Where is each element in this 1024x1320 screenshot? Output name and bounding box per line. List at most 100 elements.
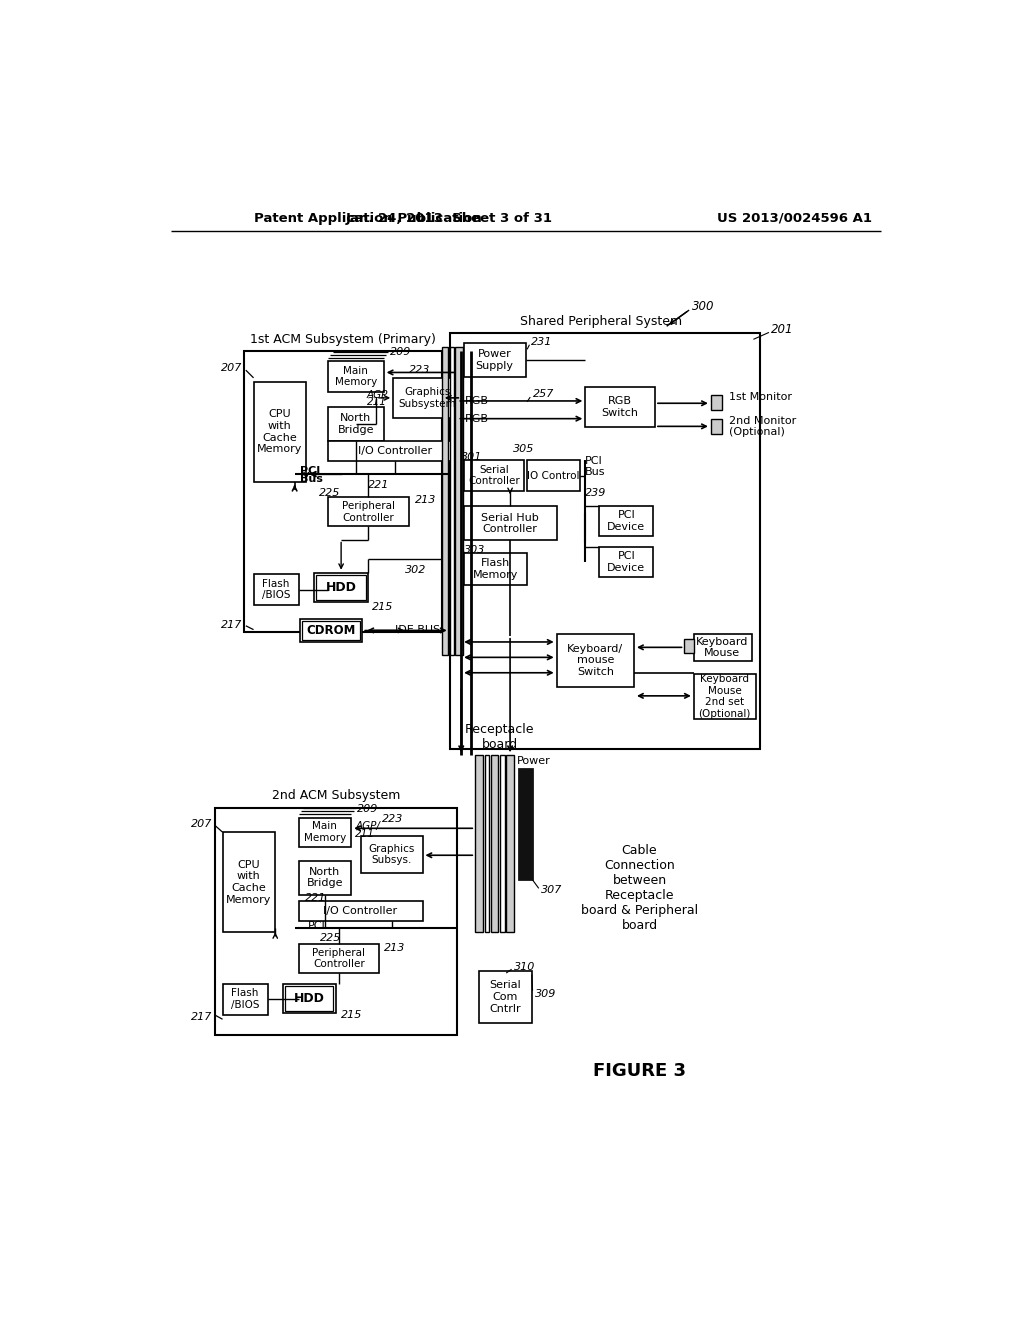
Text: I/O Controller: I/O Controller [324,906,397,916]
Bar [286,986,334,1011]
Text: Serial
Controller: Serial Controller [468,465,519,487]
Bar [684,639,693,653]
Text: PCI: PCI [308,921,326,931]
Bar [475,755,483,932]
Bar [586,387,655,428]
Text: Keyboard
Mouse: Keyboard Mouse [696,636,749,659]
Bar [316,576,366,599]
Text: North
Bridge: North Bridge [338,413,374,434]
Text: IO Control: IO Control [527,471,580,480]
Text: Power
Supply: Power Supply [475,350,514,371]
Text: 1st ACM Subsystem (Primary): 1st ACM Subsystem (Primary) [250,333,435,346]
Text: Peripheral
Controller: Peripheral Controller [312,948,366,969]
Bar [299,944,379,973]
Text: 310: 310 [514,962,536,972]
Bar [222,832,275,932]
Text: Shared Peripheral System: Shared Peripheral System [520,314,682,327]
Bar [254,574,299,605]
Text: 213: 213 [384,944,406,953]
Bar [299,817,351,847]
Bar [314,573,369,602]
Text: 301: 301 [461,453,482,462]
Text: 2nd ACM Subsystem: 2nd ACM Subsystem [271,789,400,803]
Text: 209: 209 [390,347,412,358]
Text: Flash
/BIOS: Flash /BIOS [262,578,290,601]
Bar [693,635,752,661]
Text: Graphics
Subsystem: Graphics Subsystem [398,387,456,409]
Text: Bus: Bus [300,474,323,483]
Text: AGP/: AGP/ [355,821,380,832]
Text: 305: 305 [513,444,535,454]
Text: 217: 217 [220,620,242,630]
Text: PCI
Bus: PCI Bus [586,455,606,478]
Text: 207: 207 [191,820,212,829]
Text: 221: 221 [369,480,389,490]
Text: 303: 303 [464,545,485,554]
Bar [599,507,653,536]
Text: Keyboard
Mouse
2nd set
(Optional): Keyboard Mouse 2nd set (Optional) [698,675,751,719]
Text: 223: 223 [410,366,431,375]
Bar [490,755,499,932]
Text: HDD: HDD [294,991,325,1005]
Text: CPU
with
Cache
Memory: CPU with Cache Memory [226,859,271,904]
Text: US 2013/0024596 A1: US 2013/0024596 A1 [717,213,872,224]
Bar [328,407,384,441]
Bar [711,395,722,411]
Bar [527,461,580,491]
Text: Cable
Connection
between
Receptacle
board & Peripheral
board: Cable Connection between Receptacle boar… [581,843,698,932]
Text: AGP: AGP [367,389,388,400]
Text: RGB
Switch: RGB Switch [602,396,639,418]
Text: 211: 211 [367,397,387,407]
Text: Serial
Com
Cntrlr: Serial Com Cntrlr [489,981,521,1014]
Bar [557,635,634,686]
Text: 1st Monitor: 1st Monitor [729,392,792,403]
Bar [283,983,336,1014]
Bar [518,768,534,880]
Text: Patent Application Publication: Patent Application Publication [254,213,481,224]
Text: 201: 201 [771,323,794,335]
Text: 307: 307 [541,884,562,895]
Bar [484,755,489,932]
Bar [450,347,454,655]
Text: 302: 302 [406,565,427,576]
Text: Jan. 24, 2013  Sheet 3 of 31: Jan. 24, 2013 Sheet 3 of 31 [346,213,553,224]
Bar [455,347,463,655]
Text: 231: 231 [531,337,552,347]
Text: 217: 217 [191,1012,212,1022]
Bar [222,983,267,1015]
Text: FIGURE 3: FIGURE 3 [593,1061,686,1080]
Bar [328,498,409,527]
Text: 207: 207 [220,363,242,372]
Text: RGB: RGB [465,413,489,424]
Text: Graphics
Subsys.: Graphics Subsys. [369,843,415,866]
Bar [299,900,423,921]
Text: 213: 213 [415,495,436,504]
Bar [464,507,557,540]
Text: 223: 223 [382,814,403,824]
Text: 257: 257 [534,389,555,399]
Text: CDROM: CDROM [306,624,355,638]
Text: 309: 309 [535,989,556,999]
Bar [254,381,306,482]
Text: Flash
/BIOS: Flash /BIOS [230,989,259,1010]
Bar [299,861,351,895]
Bar [450,333,760,748]
Text: Main
Memory: Main Memory [304,821,346,843]
Text: Peripheral
Controller: Peripheral Controller [342,502,394,523]
Bar [302,622,359,640]
Bar [506,755,514,932]
Text: 225: 225 [321,933,342,942]
Text: 239: 239 [586,488,606,499]
Text: Receptacle
board: Receptacle board [465,723,535,751]
Text: I/O Controller: I/O Controller [357,446,432,455]
Bar [245,351,442,632]
Bar [442,347,449,655]
Text: 209: 209 [356,804,378,814]
Text: CPU
with
Cache
Memory: CPU with Cache Memory [257,409,302,454]
Bar [599,548,653,577]
Text: Main
Memory: Main Memory [335,366,377,387]
Bar [464,553,527,585]
Text: Serial Hub
Controller: Serial Hub Controller [481,512,539,535]
Bar [464,343,525,378]
Bar [693,675,756,719]
